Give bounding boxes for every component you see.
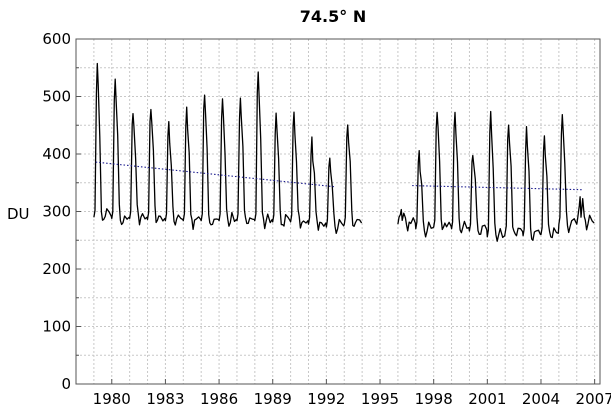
x-tick-label: 2001: [468, 390, 506, 408]
y-axis-ticks: 0 100 200 300 400 500 600: [42, 30, 81, 393]
y-axis-label: DU: [7, 205, 30, 223]
x-tick-label: 1995: [361, 390, 399, 408]
x-tick-label: 1998: [415, 390, 453, 408]
x-tick-label: 2007: [576, 390, 611, 408]
chart-title: 74.5° N: [300, 7, 366, 26]
ozone-series-line: [93, 62, 363, 235]
x-tick-label: 1983: [146, 390, 184, 408]
y-tick-label: 500: [42, 88, 71, 106]
grid-lines: [75, 39, 600, 384]
x-tick-label: 2004: [522, 390, 560, 408]
y-tick-label: 400: [42, 145, 71, 163]
trend-line: [95, 161, 336, 188]
x-tick-label: 1989: [254, 390, 292, 408]
x-tick-label: 1992: [307, 390, 345, 408]
x-tick-label: 1980: [93, 390, 131, 408]
y-tick-label: 600: [42, 30, 71, 48]
trend-line: [412, 185, 583, 191]
data-series: [93, 62, 595, 242]
x-tick-label: 1986: [200, 390, 238, 408]
x-axis-ticks: 1980 1983 1986 1989 1992 1995 1998 2001 2004 2007: [93, 379, 611, 408]
y-tick-label: 0: [61, 375, 71, 393]
y-tick-label: 300: [42, 203, 71, 221]
y-tick-label: 100: [42, 318, 71, 336]
y-tick-label: 200: [42, 260, 71, 278]
